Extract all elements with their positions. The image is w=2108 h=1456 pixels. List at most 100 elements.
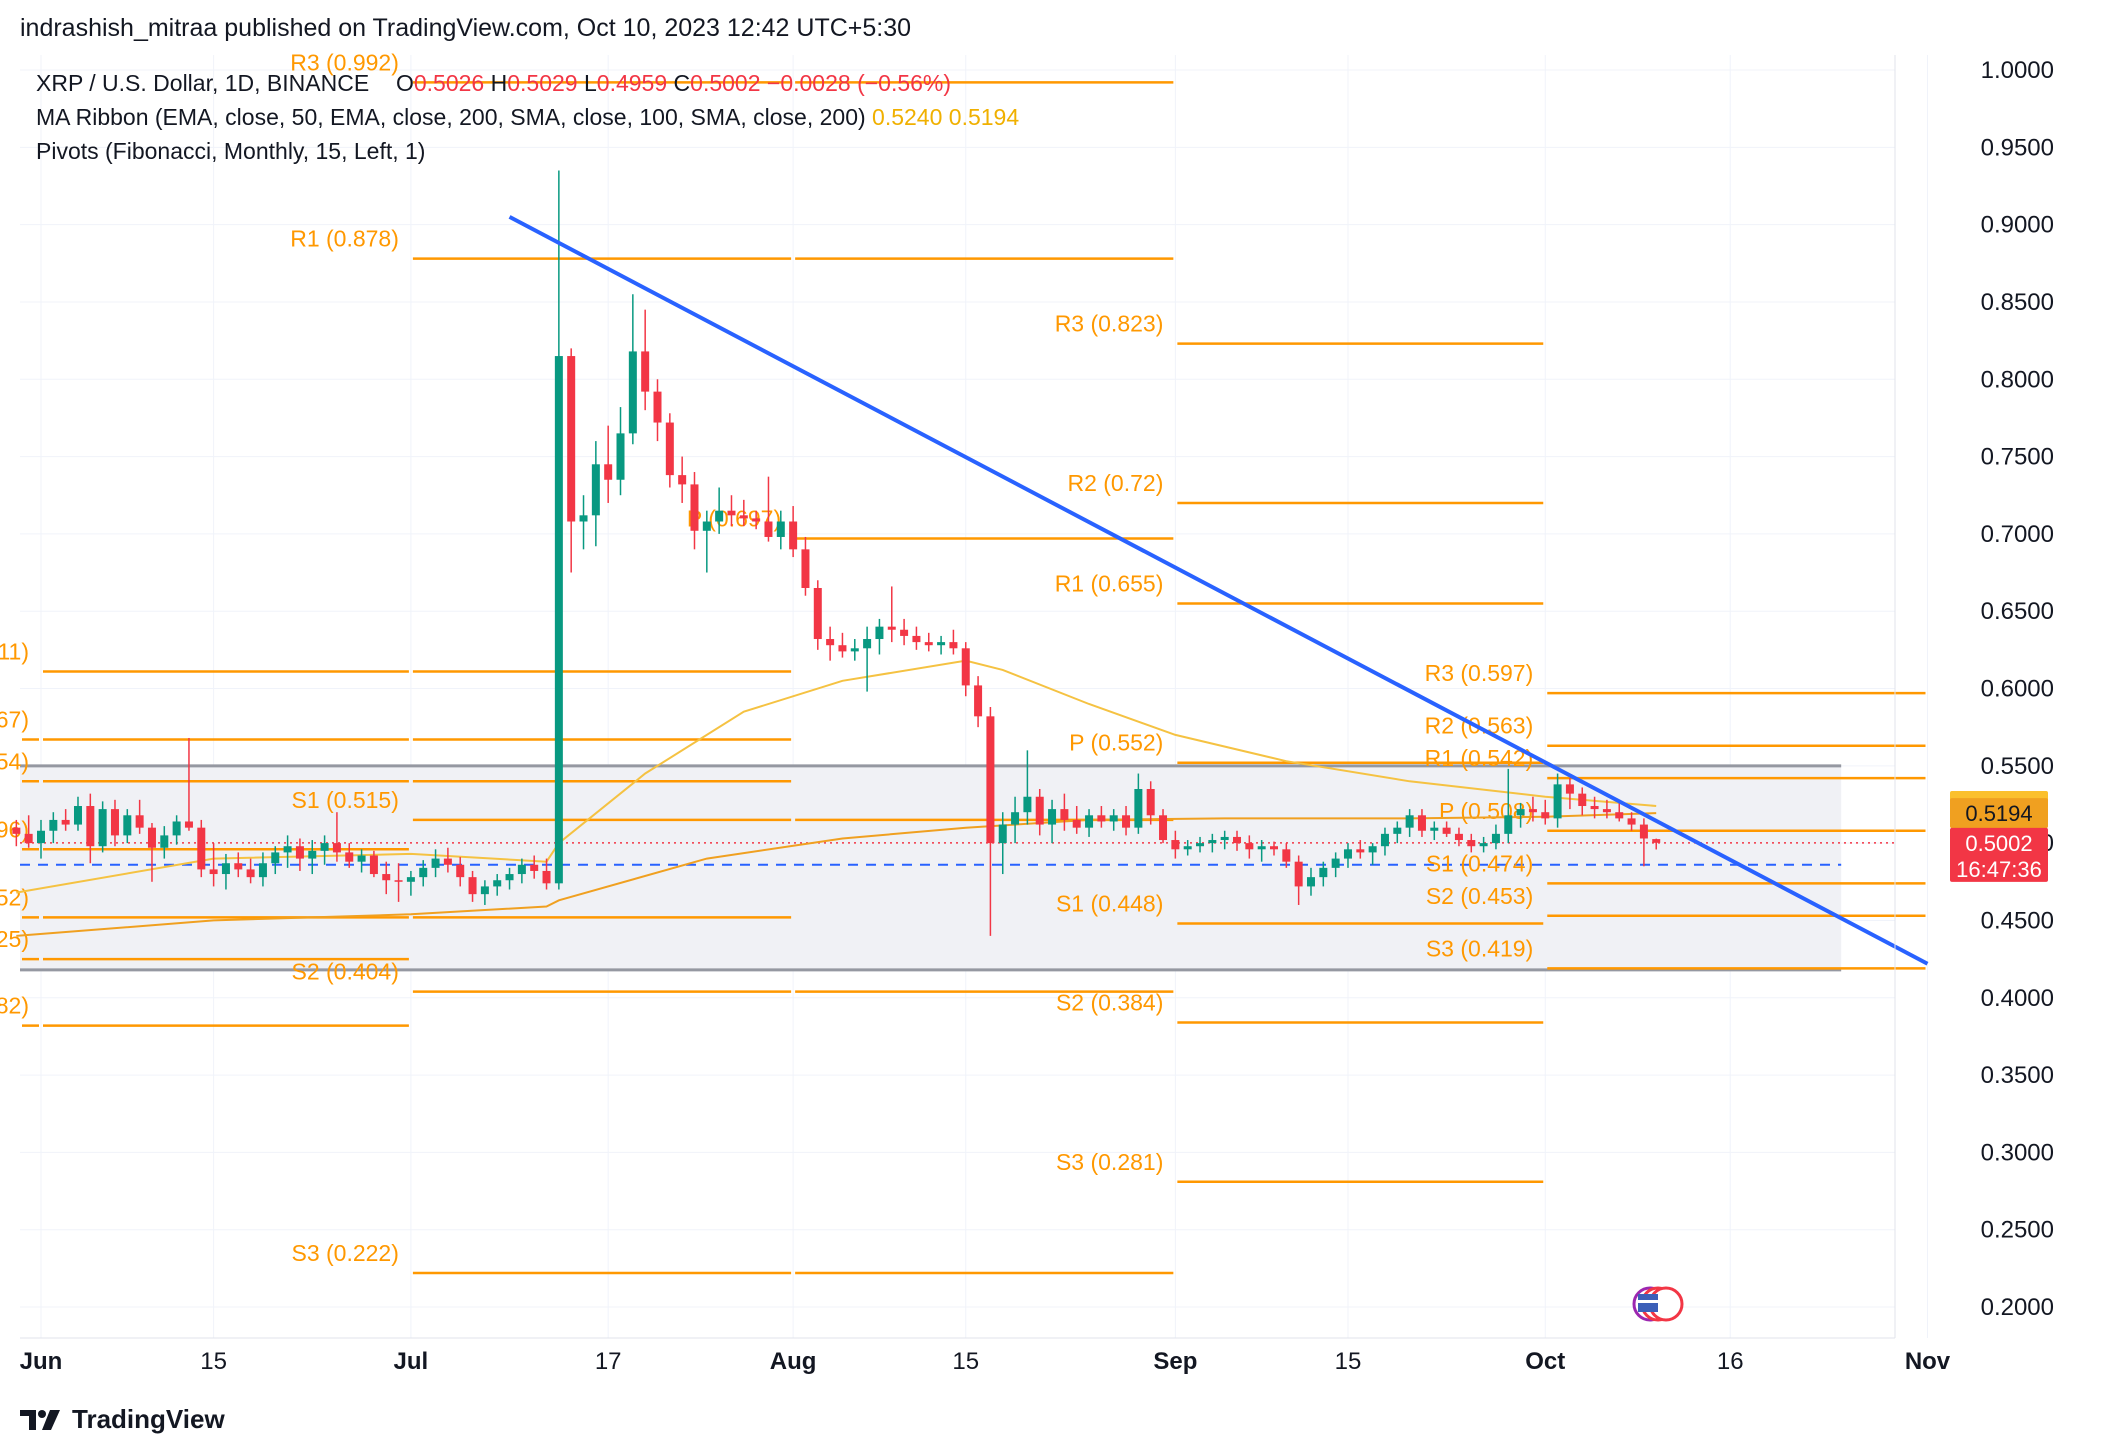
candle (12, 819, 21, 847)
candle-body (24, 833, 33, 844)
candle-body (715, 510, 724, 522)
candle (147, 823, 156, 882)
candle (271, 846, 280, 875)
y-tick-label: 0.8500 (1981, 289, 2054, 316)
candle (135, 799, 144, 834)
candle-body (530, 864, 539, 871)
candle-body (345, 852, 354, 862)
candle (1615, 802, 1624, 822)
candle (320, 835, 329, 865)
candle-body (1146, 789, 1155, 816)
candle-body (209, 869, 218, 875)
candle (702, 510, 711, 573)
candle-body (801, 549, 810, 588)
legend-high: 0.5029 (507, 70, 578, 96)
candle-body (1220, 836, 1229, 841)
candle-body (1072, 819, 1081, 828)
candle-body (1578, 793, 1587, 807)
pivot-label: S1 (0.474) (1426, 850, 1533, 876)
candle (61, 809, 70, 831)
candle (431, 849, 440, 878)
candle-body (678, 475, 687, 485)
candle (1331, 852, 1340, 878)
candle (468, 870, 477, 902)
candle-body (221, 863, 230, 875)
candle-body (258, 863, 267, 878)
candle (1060, 793, 1069, 831)
y-tick-label: 0.4000 (1981, 985, 2054, 1012)
candle (1319, 861, 1328, 887)
y-tick-label: 0.3000 (1981, 1139, 2054, 1166)
candle-body (86, 806, 95, 847)
candle-body (1467, 840, 1476, 847)
candle (863, 626, 872, 692)
candle-body (295, 846, 304, 859)
candle (641, 309, 650, 411)
candle-body (727, 510, 736, 516)
candle (1491, 824, 1500, 850)
candle (369, 850, 378, 878)
legend-symbol: XRP / U.S. Dollar, 1D, BINANCE (36, 70, 370, 96)
pivot-label: R3 (0.597) (1425, 660, 1534, 686)
pivot-label: R1 (0.54) (0, 748, 29, 774)
pivot-levels: R3 (0.611)R2 (0.567)R1 (0.54)P (0.496)S1… (0, 49, 1926, 1275)
candle (579, 495, 588, 550)
legend-c-label: C (673, 70, 691, 96)
legend-change: −0.0028 (−0.56%) (766, 70, 952, 96)
candle-body (912, 635, 921, 643)
candle (1479, 836, 1488, 853)
candle-body (73, 806, 82, 825)
pivot-label: S3 (0.281) (1056, 1149, 1163, 1175)
candle-body (813, 587, 822, 640)
tradingview-footer[interactable]: TradingView (20, 1404, 225, 1435)
candle (1467, 833, 1476, 853)
candle (1393, 821, 1402, 844)
candle (1553, 773, 1562, 828)
candle-body (1196, 843, 1205, 847)
candle (1159, 809, 1168, 844)
y-tick-label: 0.6000 (1981, 676, 2054, 703)
y-tick-label: 0.7500 (1981, 444, 2054, 471)
candle (493, 874, 502, 896)
candle (1516, 802, 1525, 828)
pivot-label: S1 (0.452) (0, 884, 29, 910)
candle (73, 796, 82, 831)
pivot-label: R1 (0.542) (1425, 745, 1534, 771)
candle-body (1491, 833, 1500, 844)
candlesticks (12, 170, 1661, 936)
candle-body (1541, 812, 1550, 819)
candle (752, 510, 761, 530)
candle (110, 799, 119, 847)
x-tick-label: Jun (20, 1348, 63, 1375)
descending-trendline (508, 215, 1929, 966)
candle-body (1282, 849, 1291, 862)
candle-body (419, 867, 428, 878)
candle-body (197, 827, 206, 870)
candle-body (493, 880, 502, 887)
candle-body (1233, 836, 1242, 844)
candle (1627, 812, 1636, 831)
candle (1122, 806, 1131, 836)
candle-body (937, 642, 946, 646)
candle-body (1356, 849, 1365, 853)
candle (283, 835, 292, 868)
candle-body (776, 521, 785, 537)
candle-body (1171, 840, 1180, 850)
candle (1565, 778, 1574, 810)
pivot-label: R3 (0.611) (0, 638, 29, 664)
candle (801, 536, 810, 596)
candle-body (1085, 815, 1094, 828)
x-tick-label: 15 (200, 1348, 227, 1375)
candle-body (628, 351, 637, 434)
candle (961, 642, 970, 697)
candle (1270, 841, 1278, 856)
candle (1368, 843, 1377, 865)
x-tick-label: Sep (1153, 1348, 1197, 1375)
candle-body (234, 863, 243, 870)
candle (998, 812, 1007, 875)
candle (813, 580, 822, 650)
candle (875, 618, 884, 655)
candle (345, 843, 354, 868)
candle-body (271, 852, 280, 864)
